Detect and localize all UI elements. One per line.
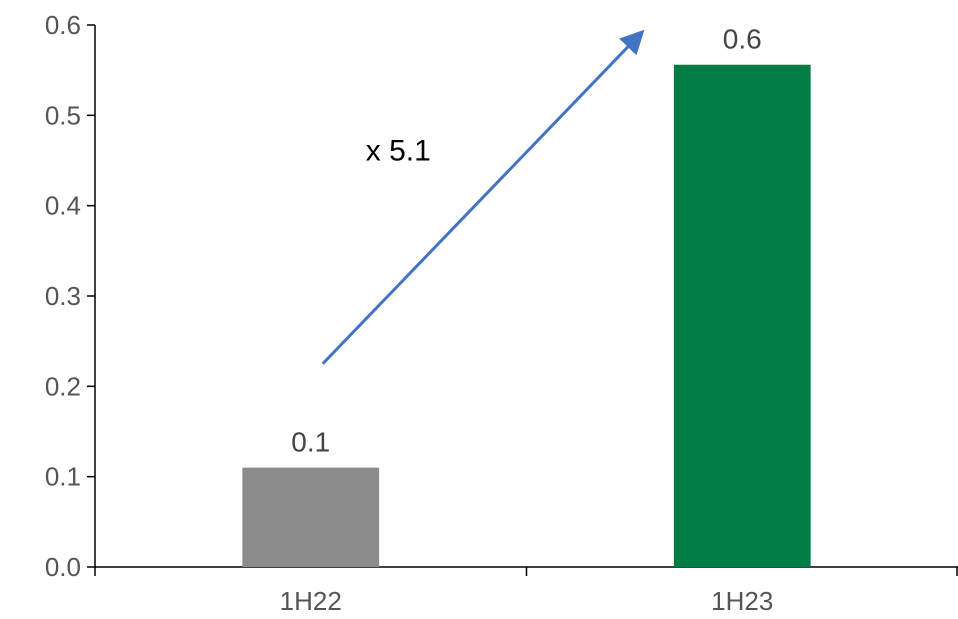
- bars: [242, 64, 811, 567]
- y-tick-label: 0.3: [45, 281, 81, 311]
- x-axis: 1H22 1H23: [94, 566, 958, 616]
- growth-annotation: x 5.1: [321, 29, 645, 365]
- growth-arrow: [321, 29, 645, 365]
- data-labels: 0.1 0.6: [291, 24, 761, 458]
- bar-1h22: [242, 467, 380, 567]
- growth-multiplier-label: x 5.1: [366, 135, 431, 168]
- y-tick-label: 0.5: [45, 100, 81, 130]
- x-tick-label: 1H22: [280, 586, 342, 616]
- bar-1h23: [673, 64, 811, 567]
- y-tick-label: 0.2: [45, 371, 81, 401]
- data-label-1h22: 0.1: [291, 427, 330, 458]
- y-tick-label: 0.4: [45, 191, 81, 221]
- x-tick-label: 1H23: [711, 586, 773, 616]
- data-label-1h23: 0.6: [723, 24, 762, 55]
- y-tick-label: 0.0: [45, 552, 81, 582]
- y-axis: 0.0 0.1 0.2 0.3 0.4 0.5 0.6: [45, 10, 96, 582]
- y-tick-label: 0.1: [45, 462, 81, 492]
- y-tick-label: 0.6: [45, 10, 81, 40]
